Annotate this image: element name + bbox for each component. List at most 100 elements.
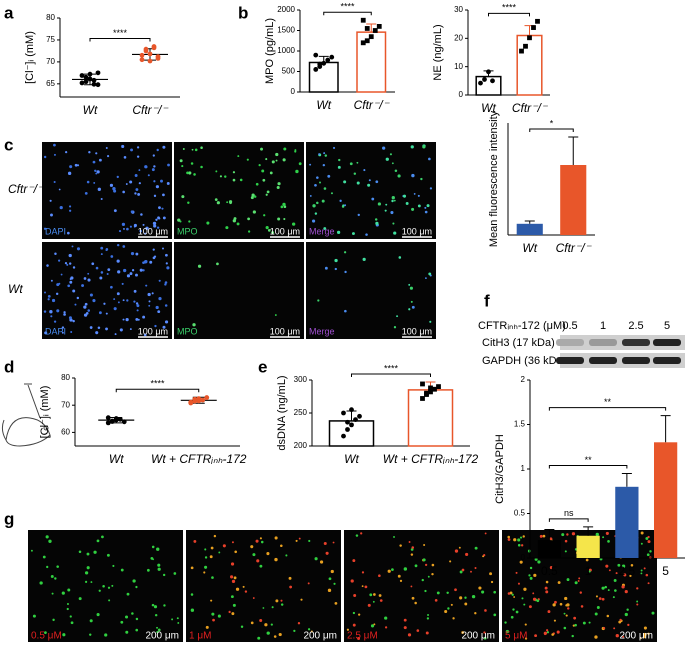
cell — [424, 206, 427, 209]
error-bar — [568, 136, 579, 165]
panel-letter: c — [4, 135, 13, 154]
cell — [327, 174, 331, 178]
cell — [104, 633, 108, 637]
micrograph — [174, 242, 304, 339]
cell — [387, 569, 391, 573]
cell — [110, 255, 114, 258]
cell — [135, 617, 139, 621]
cell — [253, 195, 257, 198]
cell — [72, 319, 75, 323]
cell — [151, 603, 155, 607]
cell — [449, 560, 452, 563]
mouse-icon — [1, 383, 51, 447]
cell — [551, 633, 554, 636]
data-point — [313, 67, 319, 72]
scale-bar-label: 200 μm — [619, 631, 653, 642]
cell — [232, 219, 237, 223]
cell — [392, 222, 395, 225]
significance-bracket — [548, 407, 667, 411]
cell — [89, 619, 93, 623]
cell — [145, 284, 148, 287]
cell — [226, 201, 229, 204]
cell — [454, 549, 459, 553]
cell — [50, 279, 53, 282]
cell — [193, 539, 197, 543]
data-point — [325, 57, 331, 63]
cell — [130, 210, 134, 214]
data-point — [87, 71, 93, 77]
cell — [273, 635, 277, 638]
cell — [94, 169, 97, 173]
cell — [515, 571, 518, 574]
cell — [113, 298, 116, 301]
cell — [61, 326, 65, 329]
cell — [434, 598, 438, 602]
cell — [53, 320, 57, 323]
cell — [107, 155, 110, 158]
cell — [559, 602, 563, 606]
cell — [489, 572, 493, 576]
cell — [410, 548, 414, 551]
cell — [298, 537, 301, 540]
cell — [84, 302, 88, 306]
data-point — [357, 413, 362, 419]
cell — [270, 623, 273, 626]
cell — [330, 569, 334, 574]
cell — [70, 331, 73, 334]
cell — [228, 200, 233, 204]
cell — [528, 605, 532, 609]
cell — [181, 165, 184, 168]
cell — [151, 292, 154, 295]
micrograph — [344, 530, 499, 642]
cell — [215, 170, 218, 173]
cell — [564, 539, 568, 543]
cell — [148, 300, 151, 303]
y-axis-title: dsDNA (ng/mL) — [276, 375, 288, 450]
data-point — [317, 61, 323, 67]
cell — [81, 284, 85, 287]
cell — [210, 546, 214, 550]
cell — [622, 635, 625, 638]
cell — [384, 209, 387, 212]
cell — [218, 551, 221, 554]
cell — [274, 557, 278, 562]
cell — [310, 630, 313, 633]
cell — [126, 299, 129, 302]
cell — [83, 305, 87, 309]
cell — [564, 596, 568, 601]
cell — [582, 621, 586, 625]
data-point — [531, 25, 536, 30]
cell — [537, 560, 541, 564]
cell — [86, 566, 90, 570]
cell — [342, 204, 345, 207]
cell — [106, 273, 109, 276]
data-point — [200, 397, 206, 403]
cell — [200, 146, 203, 149]
cell — [187, 201, 190, 204]
cell — [318, 153, 321, 156]
cell — [367, 603, 371, 607]
cell — [137, 318, 140, 321]
y-tick-label: 1000 — [277, 46, 295, 55]
bar — [654, 442, 678, 558]
cell — [153, 194, 157, 198]
concentration-label: 2.5 μM — [347, 631, 378, 642]
cell — [46, 264, 49, 267]
cell — [337, 165, 341, 169]
cell — [344, 204, 347, 207]
panel-letter: f — [484, 291, 490, 310]
cell — [56, 309, 60, 313]
cell — [67, 171, 72, 176]
cell — [601, 597, 605, 601]
cell — [382, 146, 386, 150]
cell — [67, 588, 71, 592]
cell — [285, 554, 288, 557]
cell — [427, 614, 430, 617]
cell — [431, 563, 435, 567]
cell — [232, 171, 236, 174]
cell — [96, 539, 100, 543]
cell — [640, 572, 643, 575]
cell — [152, 248, 155, 251]
significance-label: **** — [384, 363, 399, 373]
